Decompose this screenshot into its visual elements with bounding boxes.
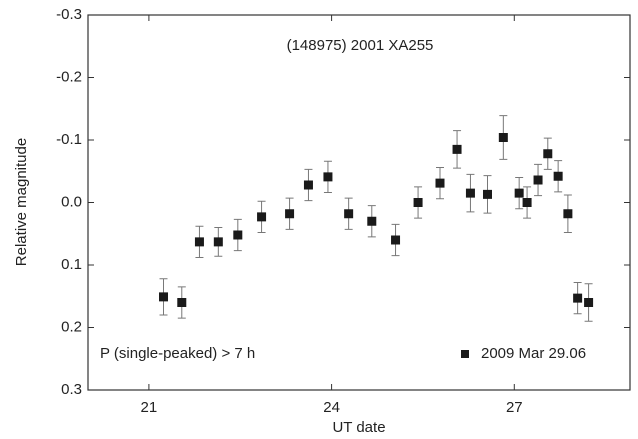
point	[303, 180, 313, 190]
x-axis-label: UT date	[332, 419, 385, 436]
y-tick-label: -0.2	[56, 68, 82, 85]
point	[543, 149, 553, 159]
point	[194, 237, 204, 247]
point	[465, 188, 475, 198]
point	[177, 298, 187, 307]
x-tick-label: 27	[506, 399, 523, 416]
point	[285, 209, 295, 219]
point	[435, 178, 445, 188]
y-tick-label: 0.2	[61, 318, 82, 335]
point	[533, 175, 543, 185]
point	[391, 235, 401, 245]
legend-label: 2009 Mar 29.06	[481, 345, 586, 362]
y-tick-label: -0.3	[56, 6, 82, 23]
y-tick-label: 0.1	[61, 256, 82, 273]
point	[573, 293, 583, 303]
point	[367, 216, 377, 226]
y-axis-label: Relative magnitude	[13, 138, 30, 266]
point	[413, 198, 423, 207]
x-tick-label: 21	[141, 399, 158, 416]
point	[498, 133, 508, 142]
point	[482, 189, 492, 199]
point	[323, 172, 333, 182]
y-tick-label: -0.1	[56, 131, 82, 148]
x-tick-label: 24	[323, 399, 340, 416]
point	[159, 292, 169, 302]
annotation: P (single-peaked) > 7 h	[100, 345, 255, 362]
point	[452, 144, 462, 154]
point	[257, 212, 267, 222]
y-tick-label: 0.0	[61, 193, 82, 210]
chart-title: (148975) 2001 XA255	[287, 37, 434, 54]
point	[213, 237, 223, 247]
point	[344, 209, 354, 219]
point	[522, 198, 532, 207]
point	[233, 230, 243, 240]
point	[553, 171, 563, 181]
point	[584, 298, 594, 307]
plot-frame	[87, 14, 631, 391]
y-tick-label: 0.3	[61, 381, 82, 398]
legend-marker	[461, 350, 469, 358]
point	[514, 188, 524, 198]
point	[563, 209, 573, 219]
